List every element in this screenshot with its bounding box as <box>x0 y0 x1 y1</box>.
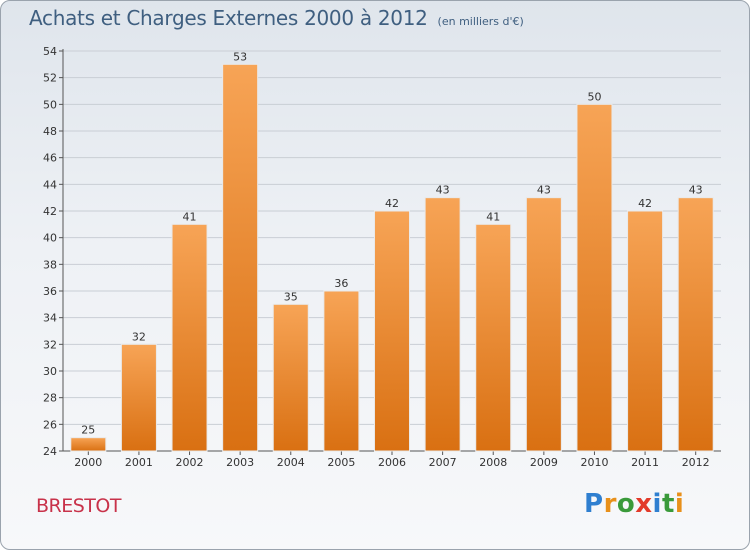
value-label-2009: 43 <box>537 184 551 197</box>
bar-2002 <box>171 223 208 452</box>
value-label-2002: 41 <box>183 210 197 223</box>
value-label-2012: 43 <box>689 184 703 197</box>
location-label: BRESTOT <box>36 495 121 517</box>
x-tick-label-2010: 2010 <box>580 456 608 469</box>
bar-2010 <box>576 103 613 452</box>
x-tick-label-2011: 2011 <box>631 456 659 469</box>
chart-subtitle: (en milliers d'€) <box>437 15 524 28</box>
labels: 25 32 41 53 35 36 42 43 41 43 50 42 43 <box>81 50 702 436</box>
x-tick-label-2003: 2003 <box>226 456 254 469</box>
value-label-2005: 36 <box>334 277 348 290</box>
bar-2001 <box>120 343 157 452</box>
proxiti-logo[interactable]: Proxiti <box>584 489 685 519</box>
bars <box>70 63 714 452</box>
x-tick-label-2002: 2002 <box>176 456 204 469</box>
x-tick-label-2000: 2000 <box>74 456 102 469</box>
bar-2012 <box>677 197 714 452</box>
bar-2011 <box>627 210 664 452</box>
bar-2008 <box>475 223 512 452</box>
x-tick-label-2004: 2004 <box>277 456 305 469</box>
y-tick-label: 52 <box>43 72 57 85</box>
value-label-2000: 25 <box>81 424 95 437</box>
x-tick-label-2001: 2001 <box>125 456 153 469</box>
x-tick-label-2008: 2008 <box>479 456 507 469</box>
y-tick-label: 44 <box>43 178 57 191</box>
x-tick-label-2007: 2007 <box>429 456 457 469</box>
bar-2000 <box>70 437 107 452</box>
x-tick-label-2006: 2006 <box>378 456 406 469</box>
value-label-2001: 32 <box>132 330 146 343</box>
value-label-2010: 50 <box>587 90 601 103</box>
bar-2009 <box>525 197 562 452</box>
value-label-2003: 53 <box>233 50 247 63</box>
y-tick-label: 30 <box>43 365 57 378</box>
y-tick-label: 32 <box>43 338 57 351</box>
y-tick-label: 54 <box>43 45 57 58</box>
y-tick-label: 48 <box>43 125 57 138</box>
bar-2007 <box>424 197 461 452</box>
y-tick-label: 50 <box>43 98 57 111</box>
y-tick-label: 46 <box>43 152 57 165</box>
value-label-2011: 42 <box>638 197 652 210</box>
value-label-2004: 35 <box>284 290 298 303</box>
title-row: Achats et Charges Externes 2000 à 2012 (e… <box>29 6 524 30</box>
value-label-2006: 42 <box>385 197 399 210</box>
x-tick-label-2009: 2009 <box>530 456 558 469</box>
value-label-2007: 43 <box>436 184 450 197</box>
y-tick-label: 26 <box>43 418 57 431</box>
y-tick-label: 40 <box>43 232 57 245</box>
y-tick-label: 24 <box>43 445 57 458</box>
x-tick-label-2005: 2005 <box>327 456 355 469</box>
chart-title: Achats et Charges Externes 2000 à 2012 <box>29 6 428 30</box>
x-tick-label-2012: 2012 <box>682 456 710 469</box>
value-label-2008: 41 <box>486 210 500 223</box>
y-tick-label: 42 <box>43 205 57 218</box>
bar-2005 <box>323 290 360 452</box>
y-tick-label: 36 <box>43 285 57 298</box>
y-tick-label: 38 <box>43 258 57 271</box>
y-tick-label: 34 <box>43 312 57 325</box>
bar-2003 <box>222 63 259 452</box>
y-tick-label: 28 <box>43 392 57 405</box>
bar-2006 <box>374 210 410 452</box>
bar-2004 <box>272 303 309 452</box>
